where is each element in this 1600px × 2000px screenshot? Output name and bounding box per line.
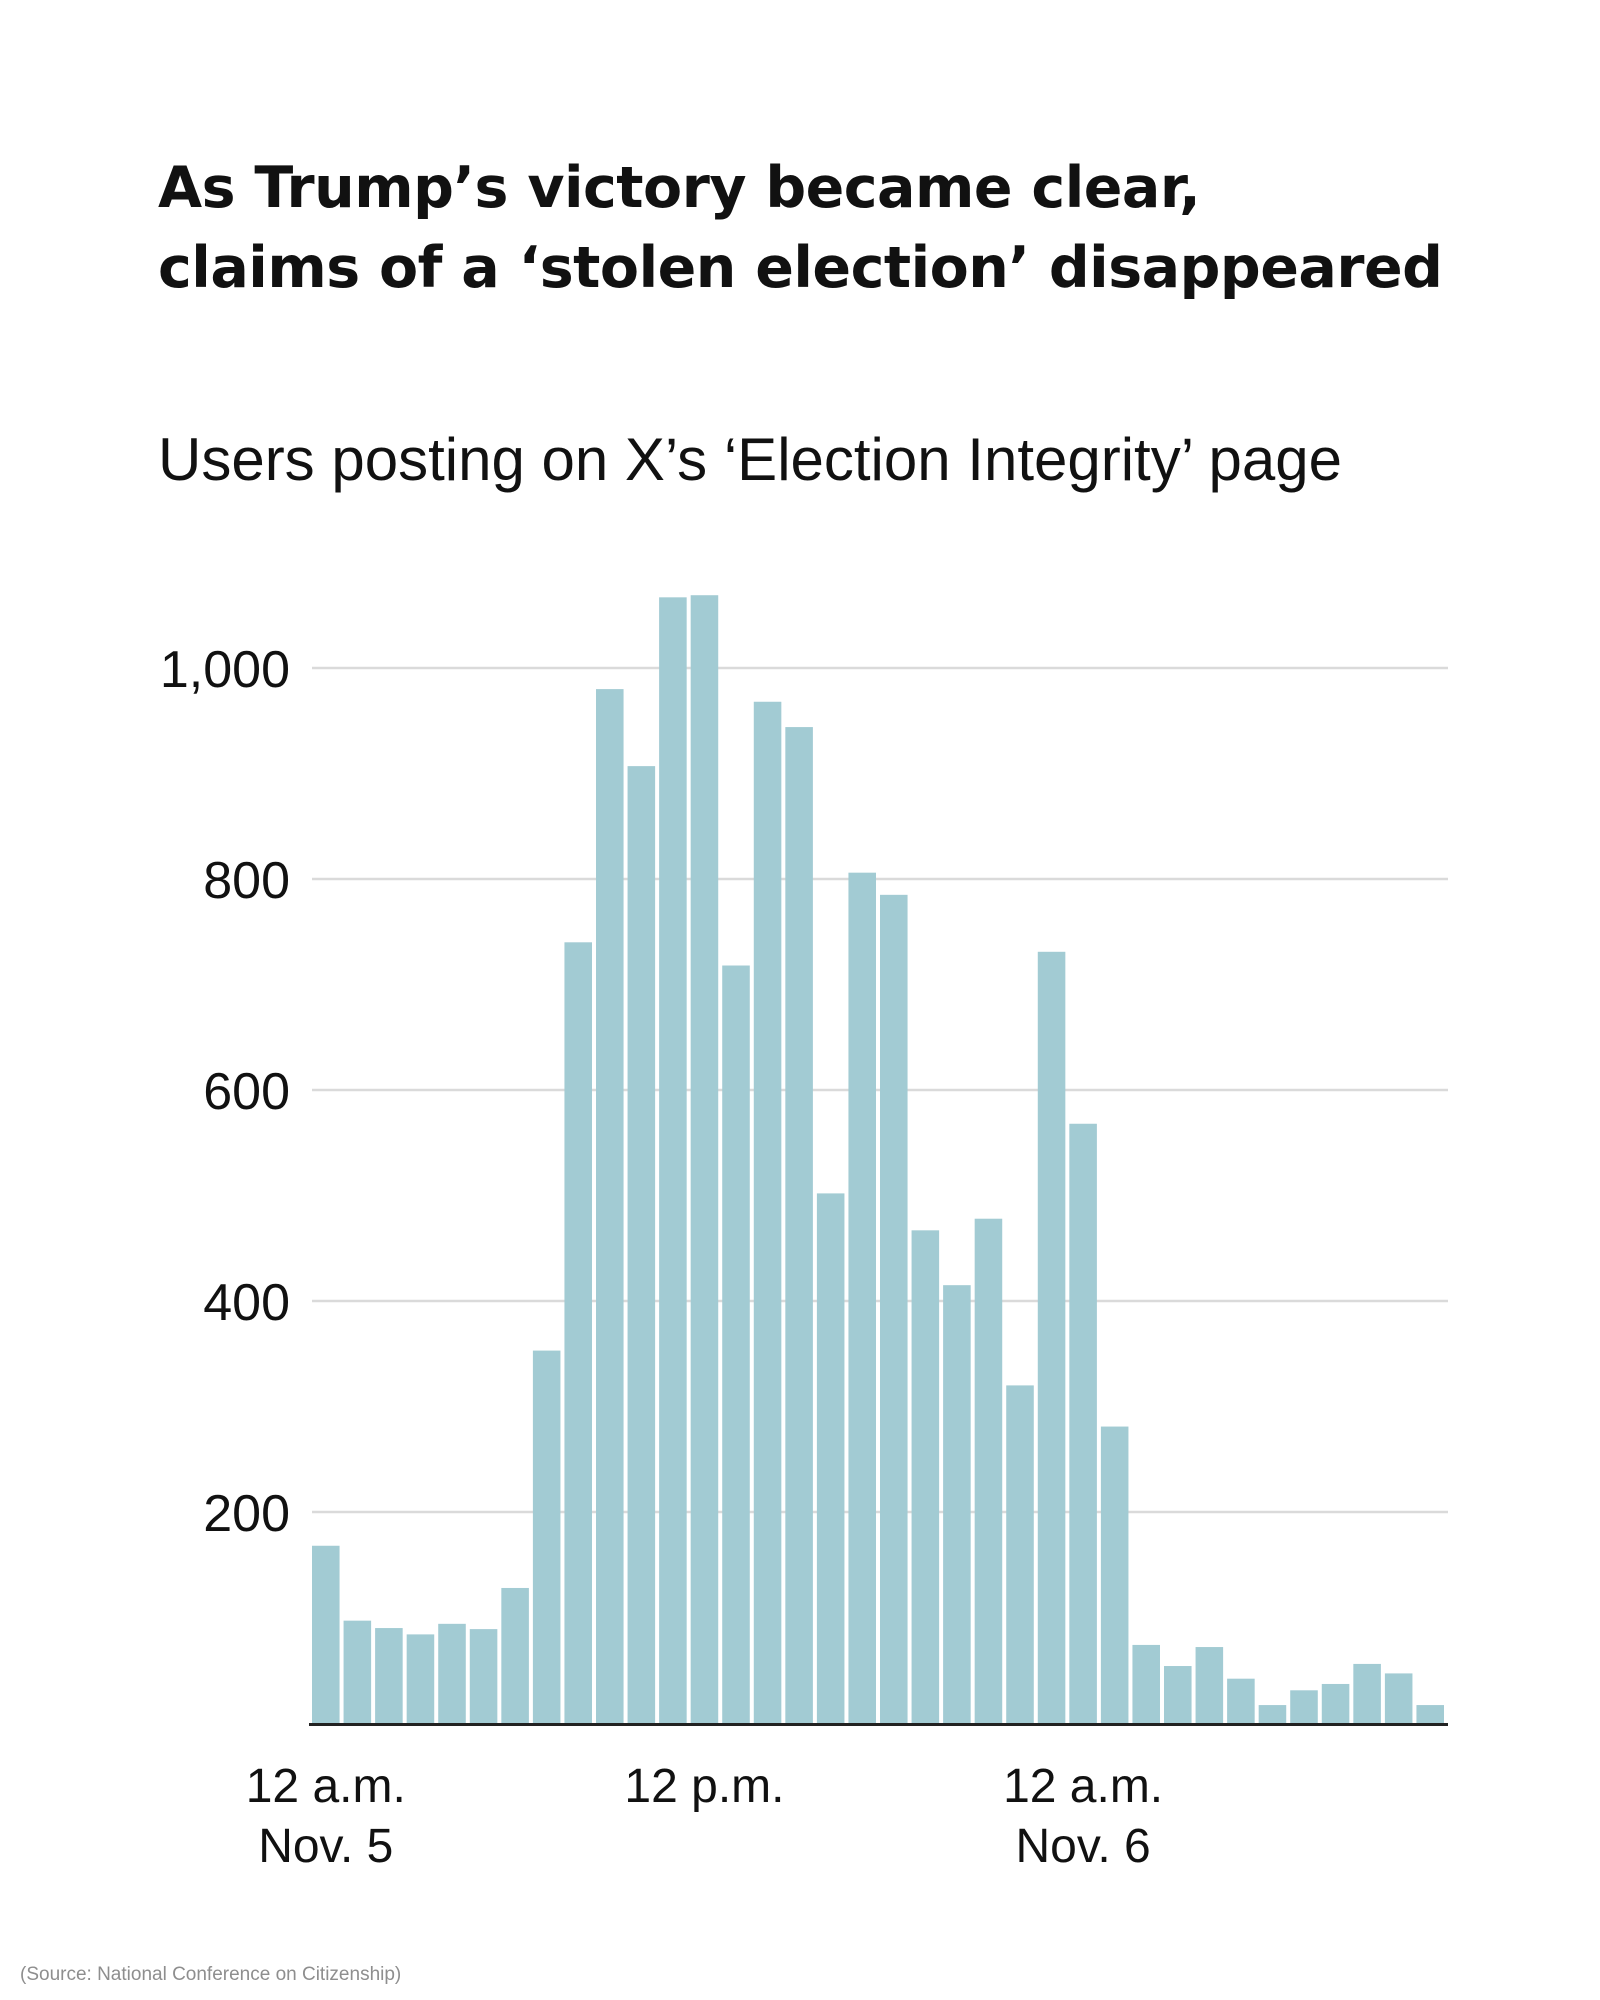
bar bbox=[343, 1620, 372, 1723]
bar bbox=[911, 1230, 940, 1723]
bar bbox=[406, 1634, 435, 1723]
x-tick-label: 12 p.m. bbox=[624, 1760, 784, 1813]
bar bbox=[1353, 1663, 1381, 1723]
bar bbox=[659, 597, 687, 1723]
bar bbox=[690, 595, 719, 1724]
bar bbox=[438, 1623, 466, 1723]
bar bbox=[375, 1628, 403, 1723]
bar bbox=[785, 727, 813, 1723]
chart-title-line-1: As Trump’s victory became clear, bbox=[158, 155, 1201, 221]
bar bbox=[501, 1587, 529, 1723]
bar bbox=[943, 1285, 971, 1723]
bars bbox=[312, 595, 1444, 1724]
y-tick-label: 200 bbox=[203, 1485, 290, 1543]
x-tick-label: Nov. 6 bbox=[1016, 1820, 1151, 1873]
bar bbox=[1037, 951, 1066, 1723]
y-axis-tick-labels: 200 400 600 800 1,000 bbox=[160, 641, 290, 1543]
bar bbox=[1290, 1690, 1318, 1723]
chart-title-line-2: claims of a ‘stolen election’ disappeare… bbox=[158, 235, 1443, 301]
bar bbox=[596, 689, 624, 1723]
bar bbox=[753, 701, 782, 1723]
chart-title: As Trump’s victory became clear, claims … bbox=[158, 148, 1538, 308]
x-tick-label: Nov. 5 bbox=[258, 1820, 393, 1873]
bar bbox=[1069, 1123, 1097, 1723]
bar bbox=[848, 872, 876, 1723]
bar bbox=[469, 1629, 498, 1723]
bar bbox=[312, 1545, 340, 1723]
bar bbox=[1006, 1385, 1034, 1723]
bar bbox=[1384, 1673, 1413, 1723]
bar bbox=[1258, 1705, 1287, 1723]
bar bbox=[1416, 1705, 1444, 1723]
y-tick-label: 600 bbox=[203, 1063, 290, 1121]
bar bbox=[1100, 1426, 1129, 1723]
y-tick-label: 400 bbox=[203, 1274, 290, 1332]
y-tick-label: 1,000 bbox=[160, 641, 290, 699]
bar bbox=[880, 894, 908, 1723]
bar bbox=[722, 965, 750, 1723]
x-axis-tick-labels: 12 a.m. Nov. 5 12 p.m. 12 a.m. Nov. 6 bbox=[246, 1760, 1163, 1873]
bar bbox=[627, 766, 656, 1723]
bar bbox=[1321, 1683, 1350, 1723]
source-note: (Source: National Conference on Citizens… bbox=[20, 1964, 402, 1985]
chart-subtitle: Users posting on X’s ‘Election Integrity… bbox=[158, 426, 1342, 493]
bar bbox=[1227, 1678, 1255, 1723]
bar bbox=[974, 1218, 1003, 1723]
bar bbox=[816, 1193, 845, 1723]
bar bbox=[532, 1350, 561, 1723]
x-tick-label: 12 a.m. bbox=[1003, 1760, 1163, 1813]
bar bbox=[1195, 1647, 1224, 1723]
bar bbox=[1164, 1666, 1192, 1723]
x-tick-label: 12 a.m. bbox=[246, 1760, 406, 1813]
bar bbox=[1132, 1644, 1160, 1723]
bar bbox=[564, 942, 592, 1723]
y-tick-label: 800 bbox=[203, 852, 290, 910]
